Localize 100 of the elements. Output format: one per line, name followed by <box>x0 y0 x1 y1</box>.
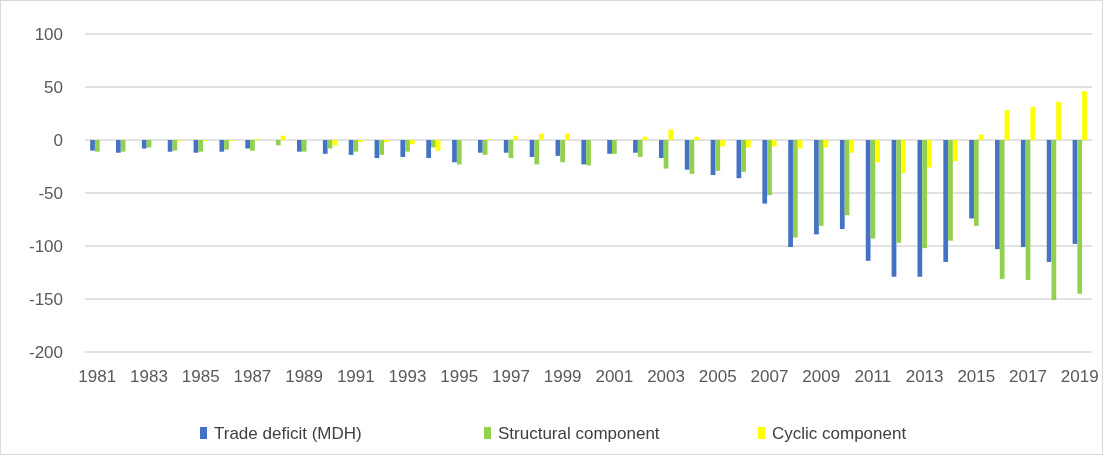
x-tick-label: 1997 <box>492 367 530 386</box>
bar <box>745 140 751 148</box>
bar <box>513 135 519 140</box>
bar <box>503 140 509 153</box>
bar <box>762 140 768 204</box>
x-tick-label: 1991 <box>336 367 375 386</box>
bar <box>456 140 462 165</box>
bar <box>565 133 570 140</box>
bar <box>973 140 979 226</box>
bar <box>353 140 359 152</box>
bar <box>1077 140 1083 294</box>
x-tick-label: 2001 <box>595 367 634 386</box>
bar <box>999 140 1005 279</box>
bar <box>219 140 225 152</box>
x-tick-label: 2013 <box>905 367 944 386</box>
x-tick-label: 1985 <box>181 367 220 386</box>
bar <box>995 140 1000 250</box>
bar <box>896 140 902 243</box>
x-tick-label: 1999 <box>543 367 582 386</box>
bar <box>969 140 974 219</box>
x-tick-label: 1989 <box>285 367 324 386</box>
bar <box>818 140 824 226</box>
bar <box>358 140 363 143</box>
bar <box>90 140 95 151</box>
bar <box>684 140 690 170</box>
bar <box>322 140 328 154</box>
bar <box>901 140 906 173</box>
legend-label: Structural component <box>498 423 660 443</box>
bar <box>875 140 880 163</box>
x-tick-label: 1981 <box>78 367 117 386</box>
bar <box>116 140 121 153</box>
bar <box>332 140 338 146</box>
bar <box>379 140 385 155</box>
bar <box>120 140 126 152</box>
y-tick-label: -50 <box>38 183 63 203</box>
bar <box>948 140 953 241</box>
bar <box>926 140 932 168</box>
x-tick-label: 2011 <box>854 367 892 386</box>
y-tick-label: -150 <box>28 289 63 309</box>
bar <box>865 140 871 261</box>
x-tick-label: 2015 <box>957 367 996 386</box>
bar <box>658 140 664 159</box>
bar <box>245 140 251 149</box>
bar <box>767 140 772 196</box>
y-tick-label: -100 <box>28 236 63 256</box>
bar <box>1082 91 1087 140</box>
bar <box>1030 107 1036 140</box>
x-tick-label: 1995 <box>440 367 479 386</box>
bar <box>792 140 798 238</box>
bar <box>172 140 178 151</box>
bar <box>560 140 566 163</box>
x-tick-label: 2009 <box>802 367 841 386</box>
bar <box>633 140 638 153</box>
bar <box>431 140 436 148</box>
bar <box>452 140 457 163</box>
bar <box>297 140 302 152</box>
x-tick-label: 2003 <box>647 367 685 386</box>
bar <box>539 133 544 140</box>
bar <box>849 140 855 153</box>
bar <box>611 140 617 154</box>
x-tick-label: 1993 <box>388 367 427 386</box>
bar <box>952 140 958 162</box>
bar <box>839 140 845 230</box>
legend-label: Trade deficit (MDH) <box>214 423 362 443</box>
bar <box>637 140 643 157</box>
bar <box>771 140 777 147</box>
bar <box>426 140 432 159</box>
bar <box>405 140 410 152</box>
x-tick-label: 1987 <box>233 367 272 386</box>
bar <box>275 140 281 146</box>
bar <box>477 140 483 153</box>
y-tick-label: -200 <box>28 342 63 362</box>
bar <box>694 136 700 140</box>
bar <box>814 140 819 235</box>
bar <box>400 140 406 157</box>
bar <box>1020 140 1026 248</box>
x-tick-label: 2005 <box>698 367 737 386</box>
bar <box>1051 140 1057 301</box>
bar <box>741 140 746 172</box>
y-tick-label: 50 <box>44 77 63 97</box>
bar <box>141 140 147 149</box>
y-tick-label: 0 <box>53 130 63 150</box>
bar <box>943 140 949 262</box>
y-tick-label: 100 <box>34 24 63 44</box>
bar <box>607 140 612 154</box>
x-tick-label: 2017 <box>1009 367 1047 386</box>
bar <box>384 140 389 143</box>
bar <box>788 140 793 248</box>
bar <box>715 140 721 171</box>
bar <box>668 129 674 140</box>
bar <box>720 140 725 147</box>
bar <box>581 140 587 165</box>
bar <box>224 140 229 150</box>
bar <box>409 140 415 145</box>
bar <box>917 140 923 277</box>
x-tick-label: 1983 <box>130 367 168 386</box>
bar <box>586 140 591 166</box>
bar <box>922 140 927 249</box>
legend-label: Cyclic component <box>772 423 907 443</box>
bar <box>198 140 204 152</box>
